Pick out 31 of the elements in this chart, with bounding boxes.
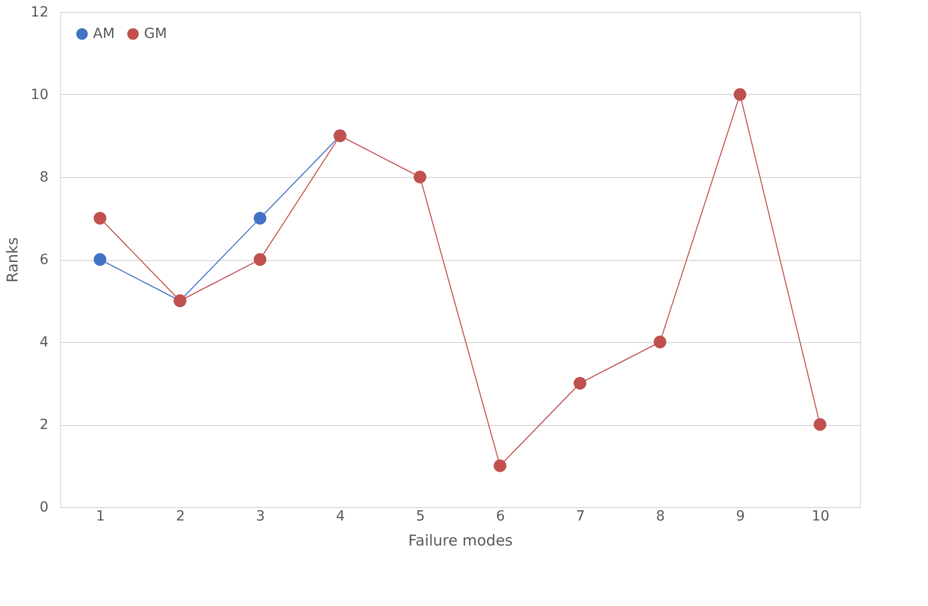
point	[814, 418, 826, 431]
point	[94, 212, 106, 225]
x-tick-label: 2	[176, 508, 185, 524]
x-tick-label: 6	[496, 508, 506, 524]
x-tick-label: 5	[416, 508, 425, 524]
y-tick-label: 4	[40, 334, 49, 350]
point	[574, 376, 586, 390]
x-tick-label: 7	[576, 508, 585, 524]
point	[734, 88, 746, 101]
y-tick-label: 12	[30, 4, 48, 20]
x-tick-label: 3	[256, 508, 265, 524]
y-tick-label: 2	[40, 417, 48, 433]
x-tick-label: 1	[96, 508, 105, 524]
y-tick-label: 8	[40, 170, 48, 186]
legend-label: GM	[144, 26, 167, 42]
y-tick-label: 0	[40, 500, 48, 516]
x-axis-title: Failure modes	[408, 532, 513, 550]
point	[414, 170, 426, 184]
y-tick-label: 10	[30, 87, 48, 103]
x-tick-label: 9	[736, 508, 745, 524]
x-tick-label: 10	[812, 508, 830, 524]
point	[494, 459, 506, 472]
point	[254, 253, 266, 266]
point	[654, 336, 666, 348]
y-axis-title: Ranks	[4, 237, 22, 283]
point	[94, 253, 106, 266]
point	[254, 212, 266, 225]
x-tick-label: 4	[336, 508, 346, 524]
y-tick-label: 6	[40, 252, 49, 268]
x-tick-label: 8	[656, 508, 665, 524]
legend-label: AM	[93, 26, 115, 42]
